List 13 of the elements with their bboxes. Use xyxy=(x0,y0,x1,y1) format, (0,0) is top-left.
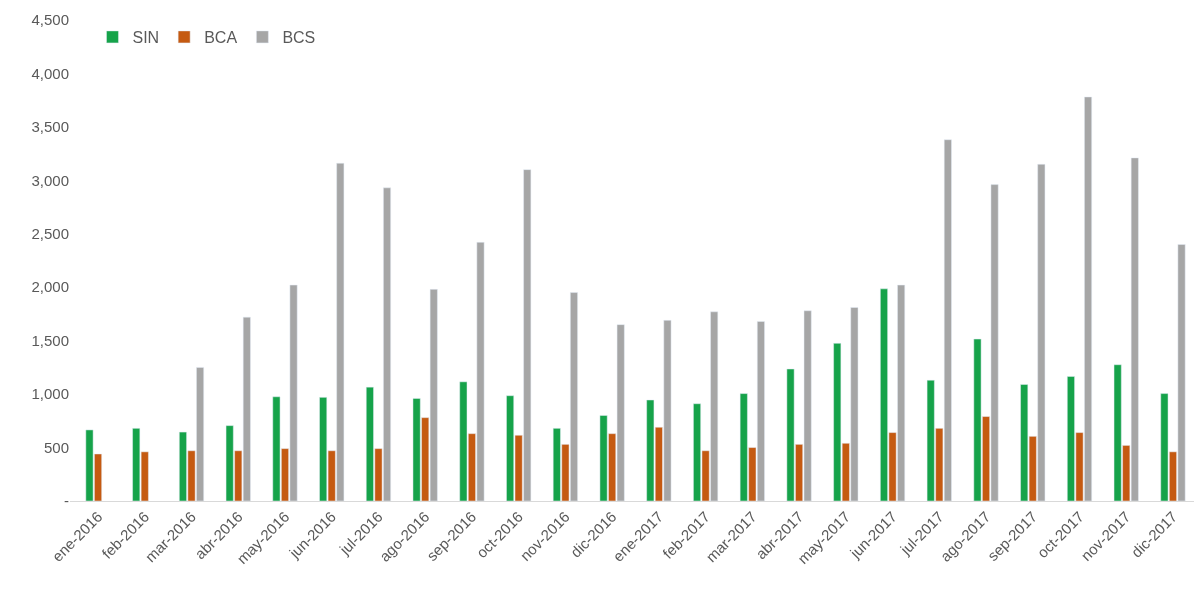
legend-label: BCA xyxy=(204,29,238,47)
y-tick-label: 1,000 xyxy=(31,385,69,403)
y-tick-label: - xyxy=(64,492,69,510)
y-tick-label: 500 xyxy=(43,438,69,456)
y-tick-label: 4,000 xyxy=(31,64,69,82)
y-tick-label: 3,500 xyxy=(31,118,69,136)
y-tick-label: 1,500 xyxy=(31,331,69,349)
legend-label: BCS xyxy=(282,29,316,47)
y-tick-label: 3,000 xyxy=(31,171,69,189)
y-tick-label: 4,500 xyxy=(31,11,69,29)
legend-label: SIN xyxy=(132,29,160,47)
y-tick-label: 2,000 xyxy=(31,278,69,296)
y-tick-label: 2,500 xyxy=(31,225,69,243)
